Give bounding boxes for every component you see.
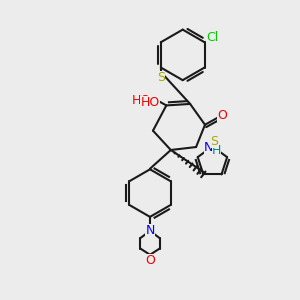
Text: Cl: Cl [206,31,218,44]
Text: H: H [212,144,221,158]
Text: S: S [157,71,165,84]
Text: S: S [210,135,218,148]
Text: HO: HO [140,96,160,109]
Text: N: N [204,140,213,154]
Text: HO: HO [131,94,151,107]
Text: O: O [217,109,227,122]
Text: O: O [145,254,155,267]
Text: N: N [145,224,155,237]
